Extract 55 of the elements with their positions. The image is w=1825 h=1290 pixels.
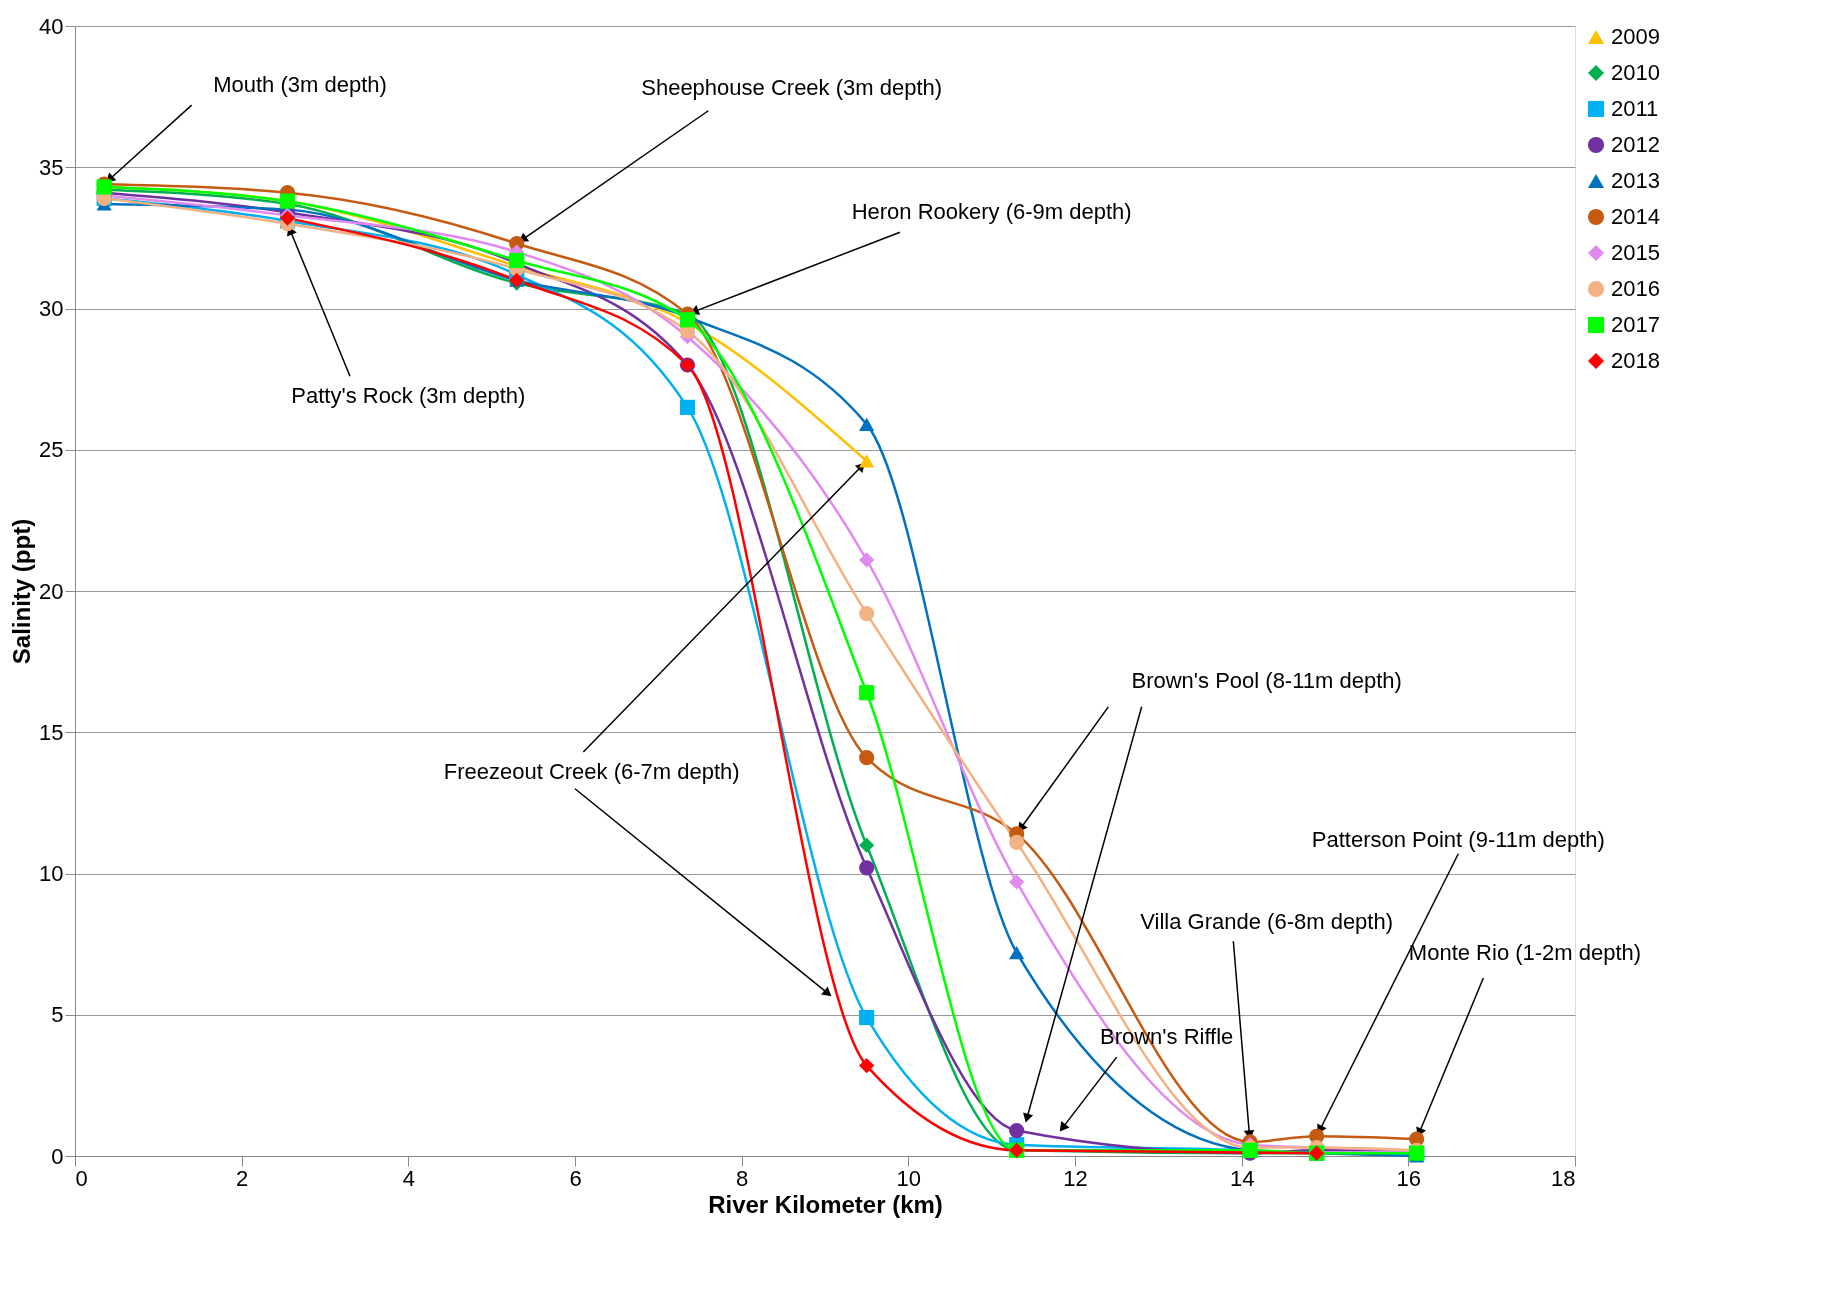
point <box>1009 1123 1025 1139</box>
y-tick-label: 5 <box>51 1002 64 1028</box>
y-tick-label: 10 <box>39 861 64 886</box>
annotation: Villa Grande (6-8m depth) <box>1140 908 1394 934</box>
annotation: Patterson Point (9-11m depth) <box>1311 826 1605 852</box>
legend-label: 2017 <box>1611 312 1660 337</box>
x-tick-label: 8 <box>736 1165 749 1191</box>
x-tick-label: 6 <box>569 1165 582 1191</box>
x-tick-label: 12 <box>1063 1165 1088 1191</box>
annotation: Freezeout Creek (6-7m depth) <box>443 758 740 784</box>
point <box>1009 834 1025 850</box>
annotation: Brown's Pool (8-11m depth) <box>1131 668 1402 694</box>
annotation: Heron Rookery (6-9m depth) <box>851 199 1132 225</box>
point <box>859 1009 875 1026</box>
point <box>859 860 875 876</box>
point <box>859 552 875 568</box>
point <box>859 606 875 622</box>
point <box>859 837 875 853</box>
annotation: Monte Rio (1-2m depth) <box>1408 939 1642 965</box>
point <box>679 399 696 415</box>
y-tick-label: 20 <box>39 578 64 604</box>
point <box>1009 946 1025 960</box>
point <box>679 312 696 328</box>
y-tick-label: 35 <box>39 154 64 180</box>
y-tick-label: 40 <box>39 13 64 39</box>
y-axis-title: Salinity (ppt) <box>8 518 36 665</box>
legend-label: 2011 <box>1611 96 1659 121</box>
legend-label: 2018 <box>1611 348 1660 373</box>
x-tick-label: 16 <box>1396 1165 1422 1191</box>
x-tick-label: 14 <box>1229 1165 1255 1191</box>
point <box>1009 874 1025 890</box>
x-tick-label: 10 <box>896 1165 922 1191</box>
legend-label: 2012 <box>1611 132 1660 157</box>
legend-label: 2013 <box>1611 168 1660 193</box>
x-tick-label: 18 <box>1551 1165 1576 1191</box>
y-tick-label: 30 <box>39 296 64 321</box>
point <box>859 685 875 701</box>
annotation: Sheephouse Creek (3m depth) <box>641 75 943 101</box>
legend-label: 2009 <box>1611 24 1660 49</box>
legend-label: 2010 <box>1611 60 1660 85</box>
annotation: Patty's Rock (3m depth) <box>291 383 526 409</box>
legend-label: 2016 <box>1611 276 1660 301</box>
x-tick-label: 2 <box>236 1165 249 1191</box>
legend-label: 2014 <box>1611 204 1660 229</box>
point <box>859 750 875 766</box>
annotation: Mouth (3m depth) <box>213 72 387 98</box>
y-tick-label: 15 <box>39 719 64 745</box>
x-tick-label: 0 <box>75 1165 88 1191</box>
x-tick-label: 4 <box>402 1165 415 1191</box>
legend-label: 2015 <box>1611 240 1660 265</box>
y-tick-label: 25 <box>39 437 64 463</box>
point <box>859 1058 875 1074</box>
point <box>859 417 875 431</box>
x-axis-title: River Kilometer (km) <box>708 1190 943 1218</box>
y-tick-label: 0 <box>51 1143 64 1169</box>
